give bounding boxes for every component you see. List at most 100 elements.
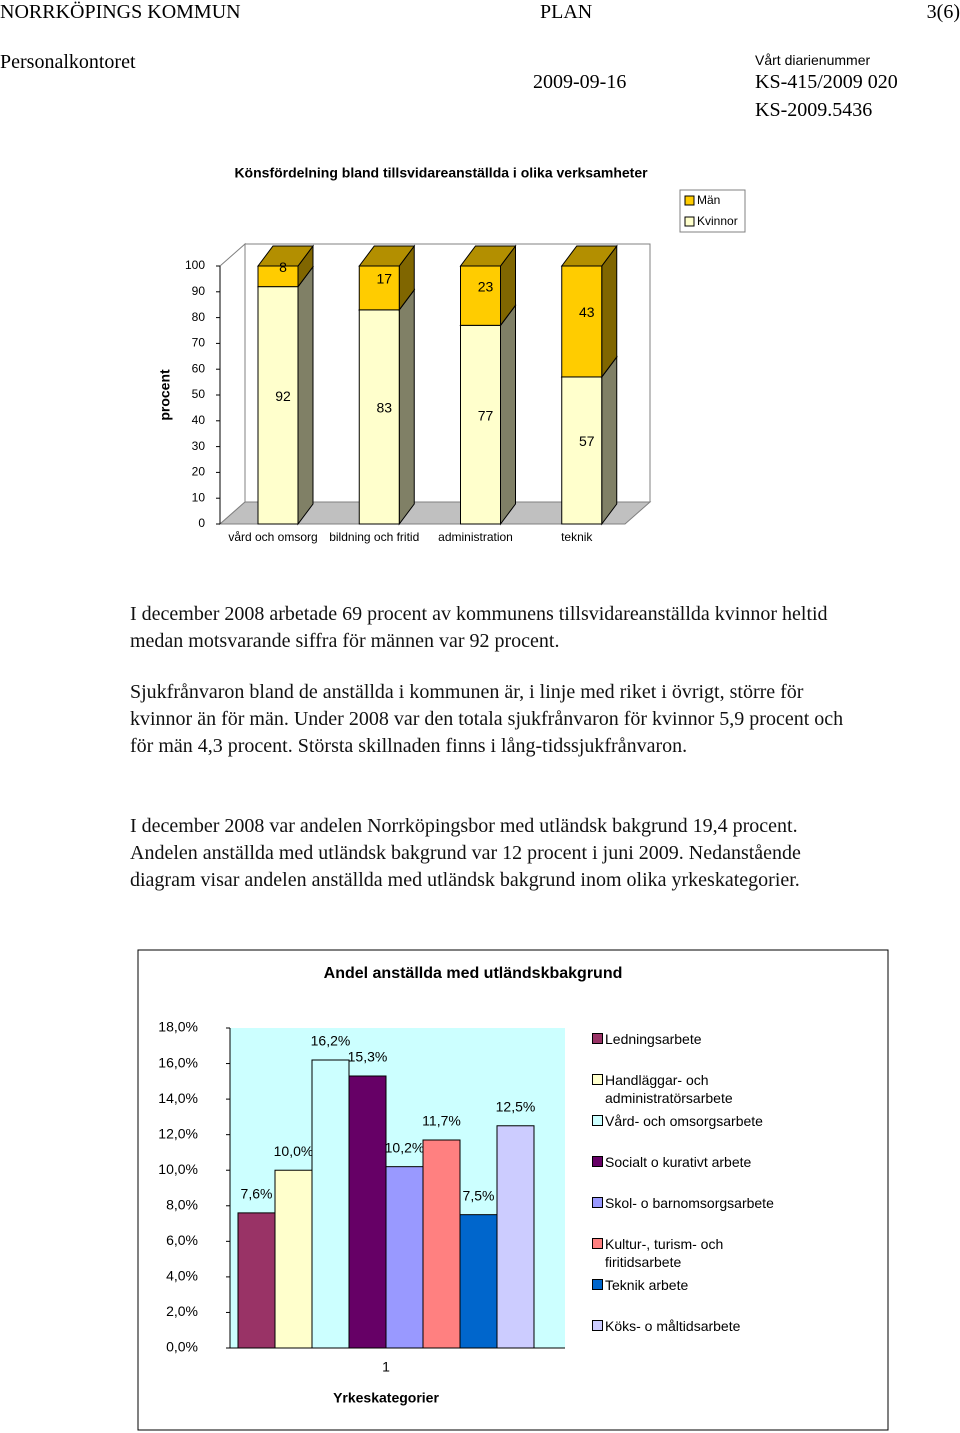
y-axis-title: procent: [157, 369, 173, 421]
legend-item: Teknik arbete: [592, 1276, 792, 1294]
bar-side: [500, 303, 516, 526]
chart-title: Könsfördelning bland tillsvidareanställd…: [234, 165, 648, 181]
y-tick-label: 4,0%: [166, 1268, 198, 1284]
legend-item: Ledningsarbete: [592, 1030, 792, 1048]
paragraph: I december 2008 var andelen Norrköpingsb…: [130, 815, 801, 891]
legend-swatch: [592, 1033, 603, 1044]
doc-type: PLAN: [540, 1, 593, 23]
legend-label: Män: [697, 193, 720, 207]
y-tick-label: 2,0%: [166, 1303, 198, 1319]
y-tick-label: 20: [192, 465, 206, 479]
legend-swatch: [592, 1074, 603, 1085]
bar: [561, 376, 603, 525]
data-label: 10,2%: [385, 1139, 425, 1155]
bar: [358, 309, 400, 525]
reference-label: Vårt diarienummer: [755, 52, 871, 68]
y-tick-label: 90: [192, 284, 206, 298]
bar: [459, 1214, 498, 1349]
data-label: 92: [275, 388, 291, 404]
bar: [496, 1125, 535, 1349]
bar: [358, 265, 400, 311]
legend-label: Teknik arbete: [605, 1277, 689, 1293]
data-label: 11,7%: [422, 1113, 461, 1129]
y-tick-label: 16,0%: [158, 1054, 198, 1070]
date: 2009-09-16: [533, 71, 627, 93]
paragraph: Sjukfrånvaron bland de anställda i kommu…: [130, 681, 844, 757]
y-tick-label: 50: [192, 387, 206, 401]
bar: [460, 324, 501, 525]
bar: [257, 286, 299, 525]
x-tick-label: bildning och fritid: [329, 530, 419, 544]
legend-item: Handläggar- och administratörsarbete: [592, 1071, 792, 1107]
legend-item: Vård- och omsorgsarbete: [592, 1112, 792, 1130]
data-label: 7,5%: [463, 1187, 495, 1203]
y-tick-label: 60: [192, 361, 206, 375]
legend-item: Socialt o kurativt arbete: [592, 1153, 792, 1171]
y-tick-label: 0: [198, 516, 205, 530]
paragraph: I december 2008 arbetade 69 procent av k…: [130, 603, 828, 652]
bar-side: [398, 288, 415, 526]
data-label: 12,5%: [496, 1098, 536, 1114]
bar: [237, 1212, 276, 1349]
legend-label: Kvinnor: [697, 214, 738, 228]
data-label: 8: [279, 259, 287, 275]
reference-number: KS-415/2009 020: [755, 71, 898, 93]
bar: [561, 265, 603, 378]
y-tick-label: 70: [192, 336, 206, 350]
legend-label: Köks- o måltidsarbete: [605, 1318, 741, 1334]
y-tick-label: 12,0%: [158, 1125, 198, 1141]
bar: [385, 1166, 424, 1349]
y-tick-label: 100: [185, 258, 205, 272]
x-tick-label: teknik: [561, 530, 593, 544]
x-tick-label: vård och omsorg: [228, 530, 317, 544]
legend-swatch: [592, 1115, 603, 1126]
legend-item: Kultur-, turism- och firitidsarbete: [592, 1235, 792, 1271]
bar-side: [601, 244, 618, 379]
bar: [311, 1059, 350, 1349]
legend-label: Kultur-, turism- och firitidsarbete: [605, 1236, 724, 1270]
legend-swatch: [592, 1238, 603, 1249]
reference-number: KS-2009.5436: [755, 99, 873, 121]
y-tick-label: 0,0%: [166, 1339, 198, 1355]
department: Personalkontoret: [0, 51, 136, 73]
side-wall: [219, 242, 246, 526]
x-axis-title: Yrkeskategorier: [333, 1390, 439, 1406]
bar-side: [297, 265, 314, 526]
legend-label: Socialt o kurativt arbete: [605, 1154, 752, 1170]
legend-swatch: [684, 195, 695, 206]
bar-side: [601, 355, 618, 526]
y-tick-label: 40: [192, 413, 206, 427]
data-label: 57: [579, 433, 595, 449]
y-tick-label: 10,0%: [158, 1161, 198, 1177]
bar: [274, 1169, 313, 1349]
chart-title: Andel anställda med utländskbakgrund: [324, 965, 623, 982]
y-tick-label: 80: [192, 310, 206, 324]
legend-swatch: [592, 1197, 603, 1208]
data-label: 15,3%: [348, 1049, 388, 1065]
data-label: 23: [478, 278, 494, 294]
legend-label: Vård- och omsorgsarbete: [605, 1113, 763, 1129]
bar: [257, 265, 299, 288]
y-tick-label: 10: [192, 490, 206, 504]
legend-item: Skol- o barnomsorgsarbete: [592, 1194, 792, 1212]
legend-swatch: [592, 1320, 603, 1331]
legend-label: Skol- o barnomsorgsarbete: [605, 1195, 774, 1211]
y-tick-label: 6,0%: [166, 1232, 198, 1248]
legend-label: Handläggar- och administratörsarbete: [605, 1072, 733, 1106]
legend-swatch: [684, 216, 695, 227]
legend-swatch: [592, 1279, 603, 1290]
data-label: 17: [376, 271, 392, 287]
bar: [348, 1075, 387, 1349]
organization: NORRKÖPINGS KOMMUN: [0, 1, 241, 23]
data-label: 77: [478, 407, 494, 423]
data-label: 16,2%: [311, 1033, 351, 1049]
data-label: 7,6%: [241, 1186, 273, 1202]
bar: [422, 1139, 461, 1349]
y-tick-label: 30: [192, 439, 206, 453]
legend-label: Ledningsarbete: [605, 1031, 702, 1047]
data-label: 10,0%: [274, 1143, 314, 1159]
y-tick-label: 14,0%: [158, 1090, 198, 1106]
x-tick-label: administration: [438, 530, 513, 544]
